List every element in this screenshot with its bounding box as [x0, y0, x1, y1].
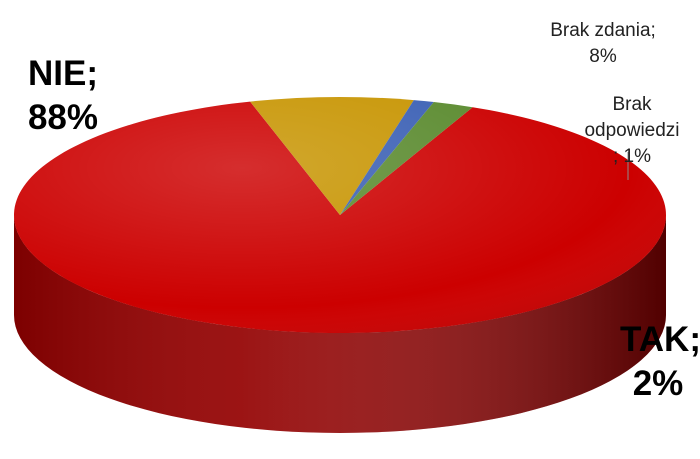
label-brak-odpowiedzi: Brak odpowiedzi ; 1%	[562, 92, 700, 170]
label-tak-value: 2%	[632, 364, 684, 403]
label-tak: TAK; 2%	[620, 318, 700, 406]
label-tak-name: TAK;	[620, 320, 700, 359]
label-brak-zdania-value: 8%	[589, 46, 617, 67]
pie-top-gloss	[14, 97, 666, 333]
label-nie-name: NIE;	[28, 54, 98, 93]
label-brak-odpowiedzi-line2: odpowiedzi	[584, 120, 680, 141]
label-brak-zdania: Brak zdania; 8%	[528, 18, 678, 70]
label-nie: NIE; 88%	[18, 52, 108, 140]
label-brak-zdania-name: Brak zdania;	[550, 20, 656, 41]
label-nie-value: 88%	[27, 98, 99, 137]
label-brak-odpowiedzi-value: ; 1%	[612, 146, 652, 167]
label-brak-odpowiedzi-line1: Brak	[612, 94, 652, 115]
pie-side-shade-nie	[14, 215, 666, 433]
